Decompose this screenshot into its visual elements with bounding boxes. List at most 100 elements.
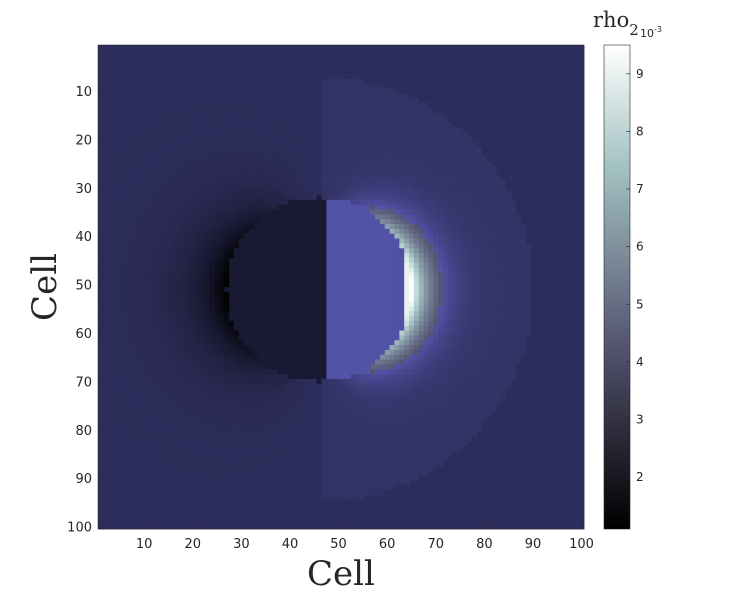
heatmap-cell	[175, 180, 181, 186]
heatmap-cell	[302, 219, 308, 225]
heatmap-cell	[297, 93, 303, 99]
heatmap-cell	[248, 267, 254, 273]
heatmap-cell	[107, 282, 113, 288]
heatmap-cell	[107, 166, 113, 172]
heatmap-cell	[132, 117, 138, 123]
heatmap-cell	[428, 248, 434, 254]
heatmap-cell	[355, 224, 361, 230]
heatmap-cell	[462, 151, 468, 157]
heatmap-cell	[399, 195, 405, 201]
heatmap-cell	[166, 45, 172, 51]
heatmap-cell	[297, 98, 303, 104]
heatmap-cell	[102, 161, 109, 167]
heatmap-cell	[190, 190, 196, 196]
heatmap-cell	[195, 267, 201, 273]
heatmap-cell	[151, 98, 157, 104]
heatmap-cell	[127, 151, 133, 157]
heatmap-cell	[136, 64, 143, 70]
heatmap-cell	[258, 277, 264, 283]
heatmap-cell	[136, 277, 143, 283]
heatmap-cell	[530, 190, 536, 196]
heatmap-cell	[102, 248, 109, 254]
heatmap-cell	[515, 88, 522, 94]
heatmap-cell	[321, 112, 327, 118]
heatmap-cell	[350, 180, 356, 186]
heatmap-cell	[238, 59, 245, 65]
heatmap-cell	[540, 253, 546, 259]
heatmap-cell	[204, 88, 211, 94]
heatmap-cell	[122, 195, 128, 201]
heatmap-cell	[141, 282, 147, 288]
heatmap-cell	[263, 83, 269, 89]
heatmap-cell	[243, 117, 250, 123]
heatmap-cell	[326, 282, 332, 288]
heatmap-cell	[370, 78, 376, 85]
heatmap-cell	[438, 54, 444, 60]
heatmap-cell	[360, 272, 366, 278]
heatmap-cell	[185, 175, 191, 181]
heatmap-cell	[501, 88, 507, 94]
heatmap-cell	[491, 45, 497, 51]
heatmap-cell	[506, 54, 512, 60]
heatmap-cell	[136, 156, 143, 162]
heatmap-cell	[477, 103, 483, 109]
heatmap-cell	[306, 69, 313, 75]
heatmap-cell	[156, 170, 162, 177]
heatmap-cell	[331, 132, 337, 138]
heatmap-cell	[151, 93, 157, 99]
heatmap-cell	[180, 219, 186, 225]
heatmap-cell	[204, 185, 211, 191]
heatmap-cell	[107, 214, 113, 220]
heatmap-cell	[272, 180, 279, 186]
heatmap-cell	[112, 257, 118, 264]
heatmap-cell	[447, 282, 454, 288]
heatmap-cell	[345, 59, 352, 65]
heatmap-cell	[452, 136, 458, 143]
heatmap-cell	[209, 151, 215, 157]
heatmap-cell	[447, 69, 454, 75]
heatmap-cell	[559, 98, 565, 104]
heatmap-cell	[161, 83, 167, 89]
heatmap-cell	[443, 78, 449, 85]
heatmap-cell	[574, 78, 580, 85]
heatmap-cell	[530, 209, 536, 215]
heatmap-cell	[219, 88, 225, 94]
heatmap-cell	[379, 98, 386, 104]
heatmap-cell	[224, 170, 230, 177]
heatmap-cell	[287, 282, 293, 288]
heatmap-cell	[214, 180, 220, 186]
heatmap-cell	[238, 166, 245, 172]
heatmap-cell	[282, 69, 288, 75]
heatmap-cell	[98, 248, 104, 254]
heatmap-cell	[457, 190, 463, 196]
heatmap-cell	[452, 132, 458, 138]
heatmap-cell	[525, 45, 531, 51]
heatmap-cell	[496, 122, 502, 128]
heatmap-cell	[477, 277, 483, 283]
heatmap-cell	[297, 228, 303, 235]
heatmap-cell	[409, 107, 415, 114]
heatmap-cell	[132, 136, 138, 143]
heatmap-cell	[268, 248, 274, 254]
heatmap-cell	[501, 127, 507, 133]
heatmap-cell	[258, 199, 264, 206]
heatmap-cell	[136, 219, 143, 225]
heatmap-cell	[535, 233, 541, 239]
heatmap-cell	[496, 272, 502, 278]
heatmap-cell	[404, 156, 410, 162]
heatmap-cell	[302, 170, 308, 177]
heatmap-cell	[384, 69, 390, 75]
heatmap-cell	[180, 132, 186, 138]
heatmap-cell	[156, 282, 162, 288]
heatmap-cell	[190, 107, 196, 114]
heatmap-cell	[462, 199, 468, 206]
heatmap-cell	[316, 185, 322, 191]
heatmap-cell	[195, 78, 201, 85]
heatmap-cell	[554, 185, 561, 191]
heatmap-cell	[132, 151, 138, 157]
heatmap-cell	[200, 59, 206, 65]
heatmap-cell	[287, 122, 293, 128]
heatmap-cell	[229, 117, 235, 123]
heatmap-cell	[156, 88, 162, 94]
heatmap-cell	[370, 267, 376, 273]
